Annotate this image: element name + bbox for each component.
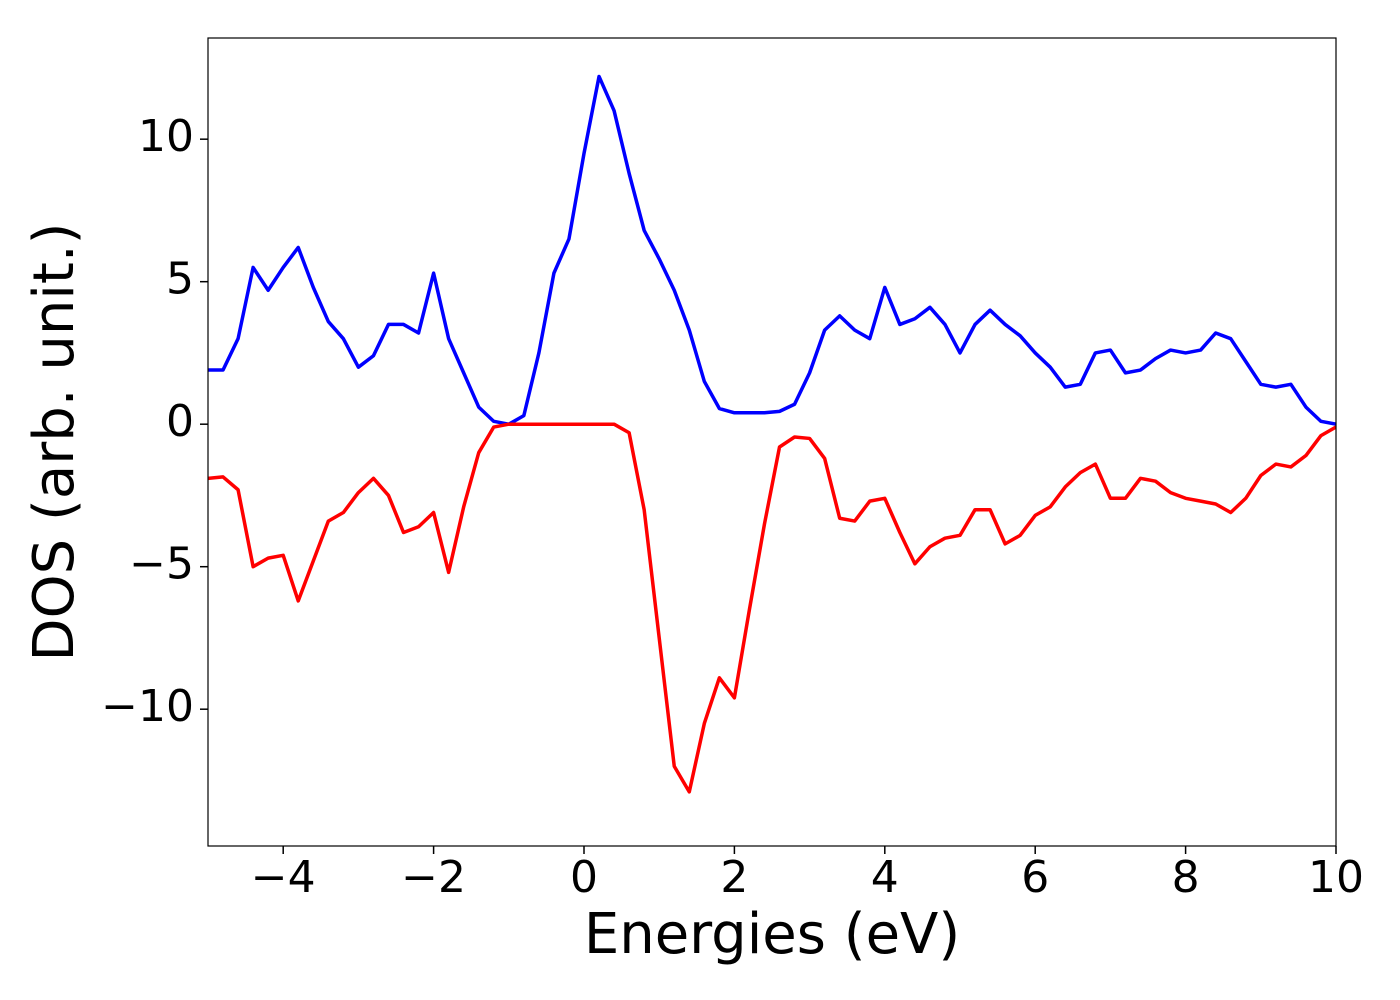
x-tick-label: 8	[1172, 852, 1200, 903]
series-line	[208, 74, 1336, 426]
x-tick-label: 2	[720, 852, 748, 903]
series-line	[208, 422, 1336, 794]
y-tick-label: −10	[101, 681, 194, 732]
x-tick-label: −2	[401, 852, 466, 903]
x-tick-label: 6	[1021, 852, 1049, 903]
y-tick-label: −5	[129, 539, 194, 590]
x-tick-label: 0	[570, 852, 598, 903]
plot-frame	[207, 37, 1337, 847]
y-tick-label: 10	[138, 111, 194, 162]
x-tick-label: −4	[251, 852, 316, 903]
y-tick-label: 5	[166, 254, 194, 305]
x-tick-label: 4	[871, 852, 899, 903]
x-tick-label: 10	[1308, 852, 1364, 903]
y-tick-label: 0	[166, 396, 194, 447]
y-axis-label: DOS (arb. unit.)	[22, 222, 87, 661]
x-axis-label: Energies (eV)	[584, 902, 960, 967]
